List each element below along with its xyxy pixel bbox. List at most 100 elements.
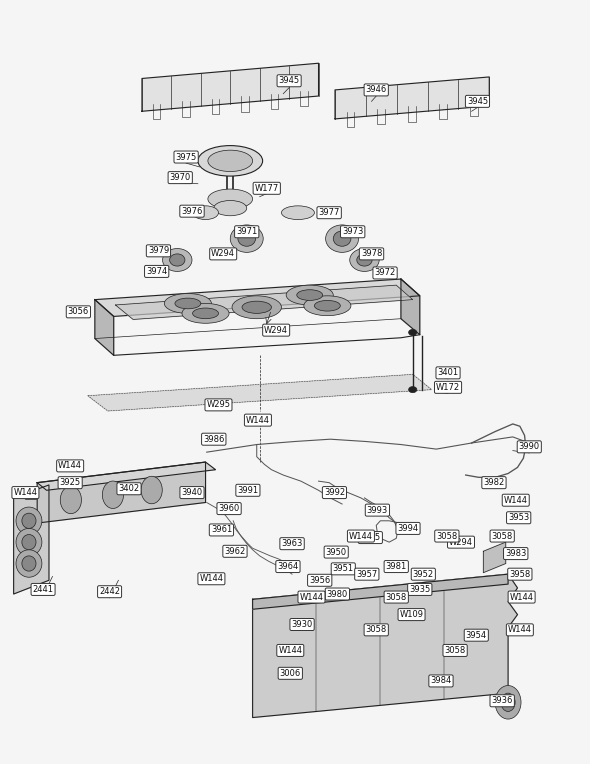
Ellipse shape: [238, 231, 255, 246]
Text: 3981: 3981: [386, 562, 407, 571]
Text: W177: W177: [255, 184, 279, 193]
Ellipse shape: [297, 290, 323, 300]
Ellipse shape: [495, 685, 521, 719]
Polygon shape: [37, 462, 215, 490]
Polygon shape: [142, 63, 319, 112]
Text: 3058: 3058: [444, 646, 466, 655]
Text: 3056: 3056: [68, 307, 89, 316]
Text: W144: W144: [246, 416, 270, 425]
Text: 3960: 3960: [218, 504, 240, 513]
Text: 3006: 3006: [280, 668, 301, 678]
Text: 3995: 3995: [360, 533, 381, 542]
Polygon shape: [95, 279, 420, 316]
Ellipse shape: [22, 535, 36, 550]
Text: 3958: 3958: [509, 570, 530, 578]
Polygon shape: [88, 374, 431, 411]
Text: 3977: 3977: [319, 209, 340, 217]
Ellipse shape: [304, 296, 351, 316]
Text: 3935: 3935: [409, 585, 431, 594]
Ellipse shape: [314, 300, 340, 311]
Text: 3970: 3970: [169, 173, 191, 182]
Text: W144: W144: [508, 626, 532, 634]
Text: 3986: 3986: [203, 435, 224, 444]
Polygon shape: [253, 575, 508, 609]
Text: 3982: 3982: [483, 478, 504, 487]
Text: W144: W144: [278, 646, 302, 655]
Ellipse shape: [409, 329, 417, 335]
Ellipse shape: [198, 146, 263, 176]
Text: 2442: 2442: [99, 588, 120, 596]
Text: 3992: 3992: [324, 488, 345, 497]
Ellipse shape: [208, 151, 253, 172]
Ellipse shape: [22, 556, 36, 571]
Ellipse shape: [350, 248, 379, 271]
Ellipse shape: [232, 296, 281, 319]
Ellipse shape: [16, 529, 42, 556]
Text: 3058: 3058: [436, 532, 457, 541]
Text: W294: W294: [449, 538, 473, 547]
Text: W109: W109: [399, 610, 424, 619]
Ellipse shape: [242, 301, 271, 313]
Text: 3972: 3972: [375, 268, 396, 277]
Text: 2441: 2441: [32, 585, 54, 594]
Ellipse shape: [281, 206, 314, 219]
Ellipse shape: [357, 254, 372, 266]
Ellipse shape: [16, 550, 42, 578]
Polygon shape: [14, 485, 49, 594]
Text: 3945: 3945: [467, 97, 488, 106]
Text: 3979: 3979: [148, 246, 169, 255]
Ellipse shape: [163, 248, 192, 271]
Ellipse shape: [230, 225, 263, 252]
Polygon shape: [116, 285, 413, 319]
Ellipse shape: [102, 481, 123, 509]
Text: 3401: 3401: [437, 368, 458, 377]
Text: 3961: 3961: [211, 526, 232, 535]
Text: 3994: 3994: [398, 524, 418, 533]
Text: 3990: 3990: [519, 442, 540, 452]
Text: 3963: 3963: [281, 539, 303, 549]
Text: 3058: 3058: [491, 532, 513, 541]
Ellipse shape: [214, 200, 247, 215]
Text: W144: W144: [510, 593, 533, 601]
Text: 3946: 3946: [366, 86, 387, 95]
Text: 3962: 3962: [224, 547, 245, 555]
Text: W144: W144: [199, 575, 224, 583]
Text: 3974: 3974: [146, 267, 168, 276]
Ellipse shape: [326, 225, 359, 252]
Text: 3976: 3976: [181, 207, 203, 215]
Text: 3058: 3058: [386, 593, 407, 601]
Ellipse shape: [192, 308, 218, 319]
Text: W295: W295: [206, 400, 231, 410]
Ellipse shape: [286, 285, 333, 305]
Text: 3971: 3971: [236, 227, 257, 236]
Ellipse shape: [141, 476, 162, 503]
Text: 3953: 3953: [508, 513, 529, 523]
Text: 3402: 3402: [119, 484, 140, 494]
Text: W144: W144: [300, 593, 323, 601]
Polygon shape: [95, 299, 114, 355]
Ellipse shape: [170, 254, 185, 266]
Text: W144: W144: [504, 496, 527, 505]
Text: 3975: 3975: [175, 153, 196, 161]
Text: 3925: 3925: [60, 478, 81, 487]
Ellipse shape: [409, 387, 417, 393]
Ellipse shape: [16, 507, 42, 535]
Ellipse shape: [60, 486, 81, 513]
Text: 3930: 3930: [291, 620, 313, 629]
Text: 3993: 3993: [367, 506, 388, 515]
Text: 3058: 3058: [366, 626, 387, 634]
Polygon shape: [335, 77, 489, 119]
Ellipse shape: [175, 298, 201, 309]
Ellipse shape: [501, 693, 515, 711]
Ellipse shape: [165, 293, 211, 313]
Text: 3973: 3973: [342, 227, 363, 236]
Text: 3978: 3978: [361, 249, 382, 258]
Polygon shape: [483, 542, 506, 573]
Text: W294: W294: [211, 249, 235, 258]
Text: 3952: 3952: [413, 570, 434, 578]
Text: 3954: 3954: [466, 631, 487, 639]
Ellipse shape: [208, 189, 253, 209]
Ellipse shape: [192, 206, 218, 219]
Ellipse shape: [182, 303, 229, 323]
Text: W144: W144: [14, 488, 37, 497]
